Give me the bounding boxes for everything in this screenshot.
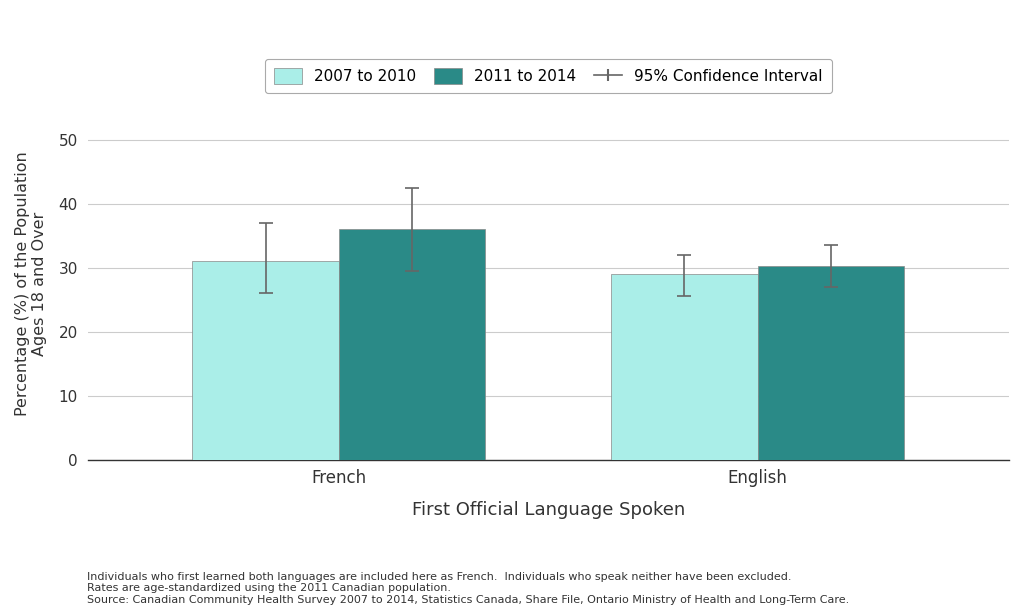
Legend: 2007 to 2010, 2011 to 2014, 95% Confidence Interval: 2007 to 2010, 2011 to 2014, 95% Confiden… bbox=[265, 59, 831, 93]
X-axis label: First Official Language Spoken: First Official Language Spoken bbox=[412, 501, 685, 519]
Text: Individuals who first learned both languages are included here as French.  Indiv: Individuals who first learned both langu… bbox=[87, 572, 849, 605]
Bar bbox=[339, 229, 485, 459]
Bar bbox=[193, 261, 339, 459]
Bar bbox=[758, 266, 904, 459]
Bar bbox=[611, 274, 758, 459]
Y-axis label: Percentage (%) of the Population
Ages 18 and Over: Percentage (%) of the Population Ages 18… bbox=[15, 151, 47, 416]
